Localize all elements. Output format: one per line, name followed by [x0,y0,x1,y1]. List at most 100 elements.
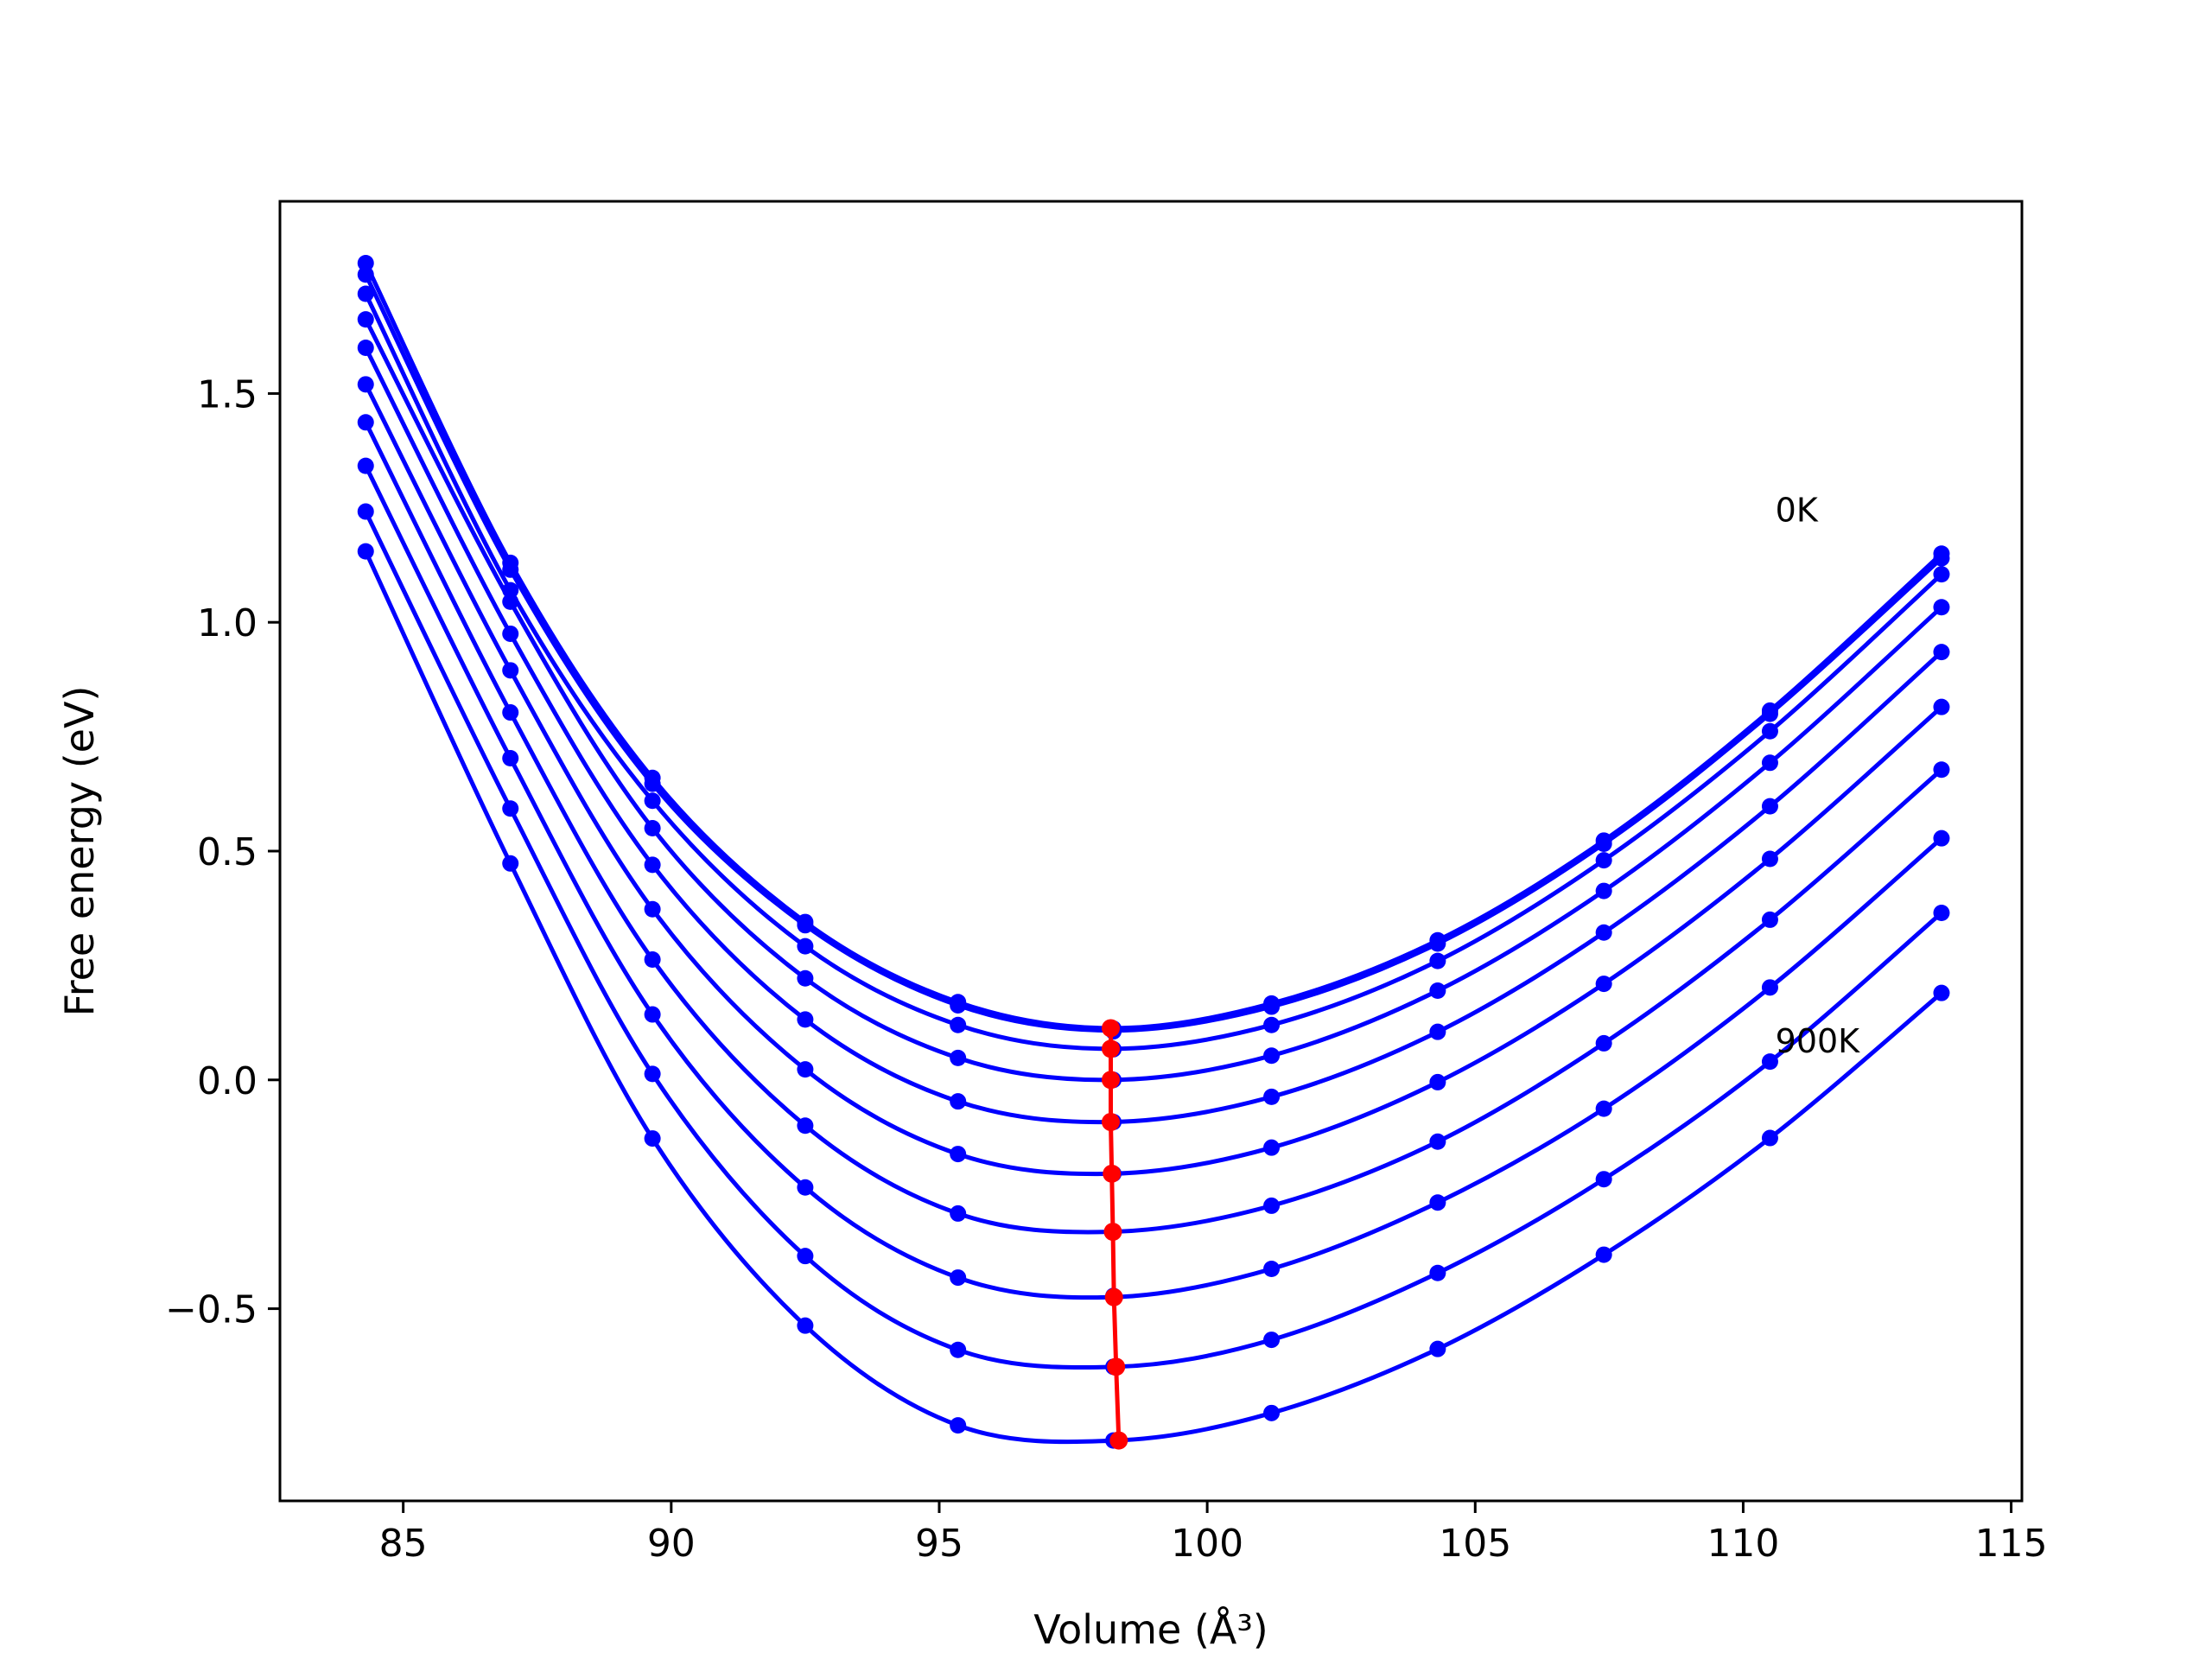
data-point [644,856,661,874]
minimum-point [1101,1019,1120,1038]
data-point [1429,952,1446,969]
fit-curve-series-6 [363,421,1943,1235]
x-tick-label: 110 [1707,1522,1779,1566]
minimum-point [1109,1431,1128,1450]
x-tick-label: 100 [1171,1522,1243,1566]
data-point [797,938,814,955]
data-point [1429,1264,1446,1281]
data-point [644,1006,661,1023]
data-point [1761,754,1778,772]
data-point [1263,1047,1281,1065]
data-point [1263,1404,1281,1421]
data-point [1761,722,1778,740]
y-tick-label: 1.5 [197,372,257,416]
data-point [357,457,374,474]
data-point [357,543,374,560]
y-tick-label: 0.5 [197,830,257,874]
data-point [1761,1053,1778,1071]
data-point [1595,1246,1612,1263]
data-point [357,266,374,283]
data-point [644,820,661,837]
data-point [1263,1261,1281,1278]
x-tick-label: 95 [915,1522,963,1566]
minimum-point [1101,1113,1120,1132]
data-point [797,1117,814,1135]
minimum-point [1103,1164,1122,1183]
data-point [1761,798,1778,815]
data-point [1761,850,1778,868]
data-point [1933,550,1950,567]
data-point [1933,830,1950,847]
data-point [1595,836,1612,853]
data-point [357,414,374,431]
data-point [644,951,661,969]
data-point [1595,852,1612,869]
data-point [1429,1194,1446,1211]
data-point [1933,761,1950,779]
fit-curve-series-2 [363,292,1943,1052]
data-point [502,855,519,872]
data-point [644,792,661,810]
data-point [644,1130,661,1147]
data-point [950,1269,967,1287]
data-point [502,593,519,610]
x-tick-label: 105 [1439,1522,1511,1566]
data-point [1429,1340,1446,1357]
data-point [357,254,374,271]
data-point [950,1049,967,1066]
data-point [1595,1034,1612,1052]
data-point [357,285,374,302]
data-point [1933,566,1950,583]
data-point [797,1011,814,1028]
data-point [1933,698,1950,715]
data-point [950,1146,967,1163]
y-tick-label: 1.0 [197,601,257,645]
data-point [950,1417,967,1434]
minimum-point [1101,1071,1120,1090]
data-point [1933,599,1950,616]
data-point [1263,1139,1281,1156]
data-point [502,561,519,578]
data-point [1595,1100,1612,1117]
y-axis-label: Free energy (eV) [56,686,103,1017]
data-point [1595,924,1612,941]
data-point [502,800,519,817]
fit-curve-series-8 [363,511,1943,1370]
plot-area [357,254,1950,1450]
y-tick-label: −0.5 [165,1288,257,1332]
x-axis-ticks: 85 90 95 100 105 110 115 [379,1501,2048,1566]
data-point [502,662,519,679]
data-point [1761,911,1778,928]
data-point [1429,1023,1446,1040]
data-point [502,704,519,721]
data-point [357,339,374,356]
fit-curve-series-5 [363,383,1943,1177]
x-tick-label: 115 [1975,1522,2048,1566]
fit-curve-series-3 [363,318,1943,1083]
data-point [797,1248,814,1265]
data-point [357,311,374,328]
y-tick-label: 0.0 [197,1059,257,1103]
annotation-label: 0K [1776,492,1819,530]
data-point [1933,904,1950,921]
annotations: 0K 900K [1776,492,1861,1060]
data-point [1761,705,1778,722]
data-point [357,503,374,520]
data-point [1429,1073,1446,1090]
data-point [644,900,661,918]
data-point [1595,976,1612,993]
data-point [950,1205,967,1222]
data-point [502,749,519,766]
minimum-point [1104,1287,1123,1306]
data-point [502,625,519,642]
data-point [797,1317,814,1334]
y-axis-ticks: −0.5 0.0 0.5 1.0 1.5 [165,372,280,1332]
annotation-label: 900K [1776,1022,1861,1060]
data-point [1595,882,1612,899]
x-tick-label: 90 [647,1522,696,1566]
x-tick-label: 85 [379,1522,428,1566]
data-point [797,1061,814,1078]
data-point [1429,935,1446,952]
fit-curve-series-9 [363,550,1943,1445]
